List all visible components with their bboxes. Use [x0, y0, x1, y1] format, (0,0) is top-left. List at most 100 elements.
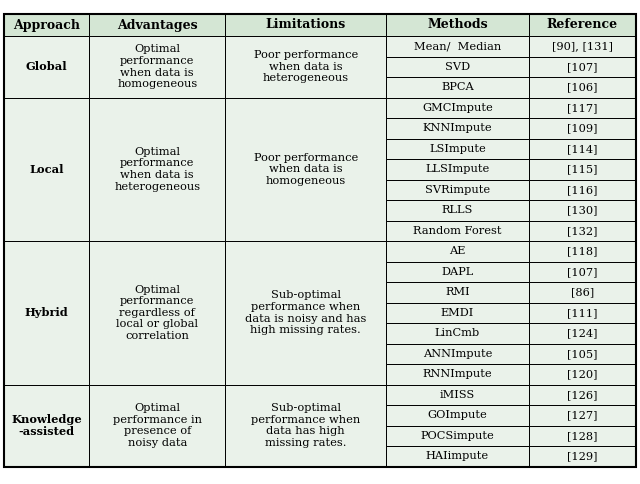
- Text: [105]: [105]: [567, 349, 598, 359]
- Bar: [387, 57, 529, 77]
- Text: Local: Local: [29, 164, 64, 175]
- Bar: [529, 97, 636, 118]
- Bar: [529, 241, 636, 261]
- Bar: [387, 302, 529, 323]
- Text: HAIimpute: HAIimpute: [426, 451, 489, 461]
- Text: KNNImpute: KNNImpute: [422, 123, 492, 133]
- Bar: [529, 200, 636, 221]
- Text: Poor performance
when data is
heterogeneous: Poor performance when data is heterogene…: [253, 50, 358, 83]
- Bar: [529, 446, 636, 467]
- Bar: [529, 384, 636, 405]
- Text: AE: AE: [449, 246, 466, 256]
- Text: Advantages: Advantages: [117, 18, 198, 31]
- Text: DAPL: DAPL: [442, 267, 474, 277]
- Text: [106]: [106]: [567, 82, 598, 92]
- Text: [114]: [114]: [567, 144, 598, 154]
- Text: [116]: [116]: [567, 185, 598, 195]
- Text: [129]: [129]: [567, 451, 598, 461]
- Bar: [387, 405, 529, 425]
- Bar: [529, 118, 636, 138]
- Text: [90], [131]: [90], [131]: [552, 41, 612, 51]
- Text: POCSimpute: POCSimpute: [420, 431, 494, 441]
- Text: Optimal
performance
when data is
heterogeneous: Optimal performance when data is heterog…: [114, 147, 200, 192]
- Text: [132]: [132]: [567, 226, 598, 236]
- Text: [127]: [127]: [567, 410, 598, 420]
- Bar: [387, 344, 529, 364]
- Text: Reference: Reference: [547, 18, 618, 31]
- Bar: [387, 36, 529, 57]
- Bar: [387, 138, 529, 159]
- Text: Knowledge
-assisted: Knowledge -assisted: [12, 414, 82, 438]
- Bar: [387, 446, 529, 467]
- Bar: [387, 14, 529, 36]
- Bar: [529, 302, 636, 323]
- Text: ANNImpute: ANNImpute: [423, 349, 492, 359]
- Bar: [529, 282, 636, 302]
- Bar: [90, 384, 225, 467]
- Bar: [90, 36, 225, 97]
- Text: GOImpute: GOImpute: [428, 410, 487, 420]
- Text: iMISS: iMISS: [440, 390, 475, 400]
- Text: [126]: [126]: [567, 390, 598, 400]
- Bar: [529, 261, 636, 282]
- Text: [86]: [86]: [571, 287, 594, 297]
- Text: Optimal
performance
regardless of
local or global
correlation: Optimal performance regardless of local …: [116, 285, 198, 341]
- Bar: [529, 180, 636, 200]
- Bar: [387, 159, 529, 180]
- Bar: [90, 241, 225, 384]
- Text: LinCmb: LinCmb: [435, 328, 480, 338]
- Bar: [387, 200, 529, 221]
- Bar: [529, 323, 636, 344]
- Bar: [529, 364, 636, 384]
- Bar: [4, 14, 90, 36]
- Bar: [225, 97, 387, 241]
- Text: Sub-optimal
performance when
data has high
missing rates.: Sub-optimal performance when data has hi…: [251, 403, 360, 448]
- Bar: [387, 323, 529, 344]
- Text: LSImpute: LSImpute: [429, 144, 486, 154]
- Text: RMI: RMI: [445, 287, 470, 297]
- Bar: [90, 97, 225, 241]
- Text: LLSImpute: LLSImpute: [426, 164, 490, 174]
- Bar: [529, 405, 636, 425]
- Bar: [4, 36, 90, 97]
- Bar: [225, 36, 387, 97]
- Text: RNNImpute: RNNImpute: [422, 369, 492, 379]
- Bar: [529, 138, 636, 159]
- Bar: [529, 14, 636, 36]
- Bar: [4, 384, 90, 467]
- Text: [109]: [109]: [567, 123, 598, 133]
- Text: Limitations: Limitations: [266, 18, 346, 31]
- Bar: [529, 36, 636, 57]
- Bar: [387, 364, 529, 384]
- Text: [107]: [107]: [567, 62, 598, 72]
- Bar: [529, 77, 636, 97]
- Text: [128]: [128]: [567, 431, 598, 441]
- Bar: [387, 261, 529, 282]
- Bar: [225, 241, 387, 384]
- Bar: [4, 97, 90, 241]
- Text: Random Forest: Random Forest: [413, 226, 502, 236]
- Bar: [387, 282, 529, 302]
- Text: [107]: [107]: [567, 267, 598, 277]
- Text: [115]: [115]: [567, 164, 598, 174]
- Bar: [529, 57, 636, 77]
- Text: EMDI: EMDI: [441, 308, 474, 318]
- Bar: [90, 14, 225, 36]
- Bar: [225, 384, 387, 467]
- Text: SVD: SVD: [445, 62, 470, 72]
- Bar: [387, 241, 529, 261]
- Bar: [387, 118, 529, 138]
- Bar: [387, 97, 529, 118]
- Bar: [529, 159, 636, 180]
- Bar: [529, 344, 636, 364]
- Text: [124]: [124]: [567, 328, 598, 338]
- Text: [111]: [111]: [567, 308, 598, 318]
- Bar: [225, 14, 387, 36]
- Text: Approach: Approach: [13, 18, 80, 31]
- Text: [118]: [118]: [567, 246, 598, 256]
- Text: SVRimpute: SVRimpute: [425, 185, 490, 195]
- Bar: [387, 221, 529, 241]
- Text: Optimal
performance
when data is
homogeneous: Optimal performance when data is homogen…: [117, 45, 197, 89]
- Text: RLLS: RLLS: [442, 205, 473, 215]
- Bar: [4, 241, 90, 384]
